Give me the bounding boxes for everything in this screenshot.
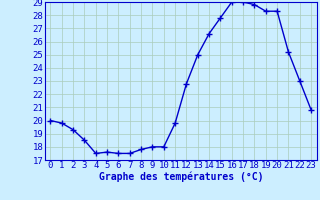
X-axis label: Graphe des températures (°C): Graphe des températures (°C) (99, 172, 263, 182)
